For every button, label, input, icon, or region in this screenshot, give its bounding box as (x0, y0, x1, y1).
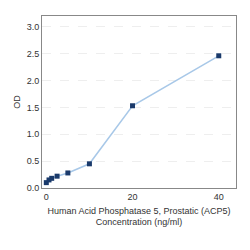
svg-text:40: 40 (214, 192, 224, 202)
svg-text:20: 20 (128, 192, 138, 202)
svg-text:2.0: 2.0 (27, 76, 40, 86)
svg-text:Human Acid Phosphatase 5, Pros: Human Acid Phosphatase 5, Prostatic (ACP… (47, 206, 230, 228)
svg-text:0.0: 0.0 (27, 183, 40, 193)
svg-text:OD: OD (12, 95, 22, 109)
svg-text:0.5: 0.5 (27, 156, 40, 166)
svg-text:1.5: 1.5 (27, 103, 40, 113)
svg-text:1.0: 1.0 (27, 129, 40, 139)
svg-text:2.5: 2.5 (27, 49, 40, 59)
svg-text:3.0: 3.0 (27, 22, 40, 32)
svg-text:0: 0 (44, 192, 49, 202)
